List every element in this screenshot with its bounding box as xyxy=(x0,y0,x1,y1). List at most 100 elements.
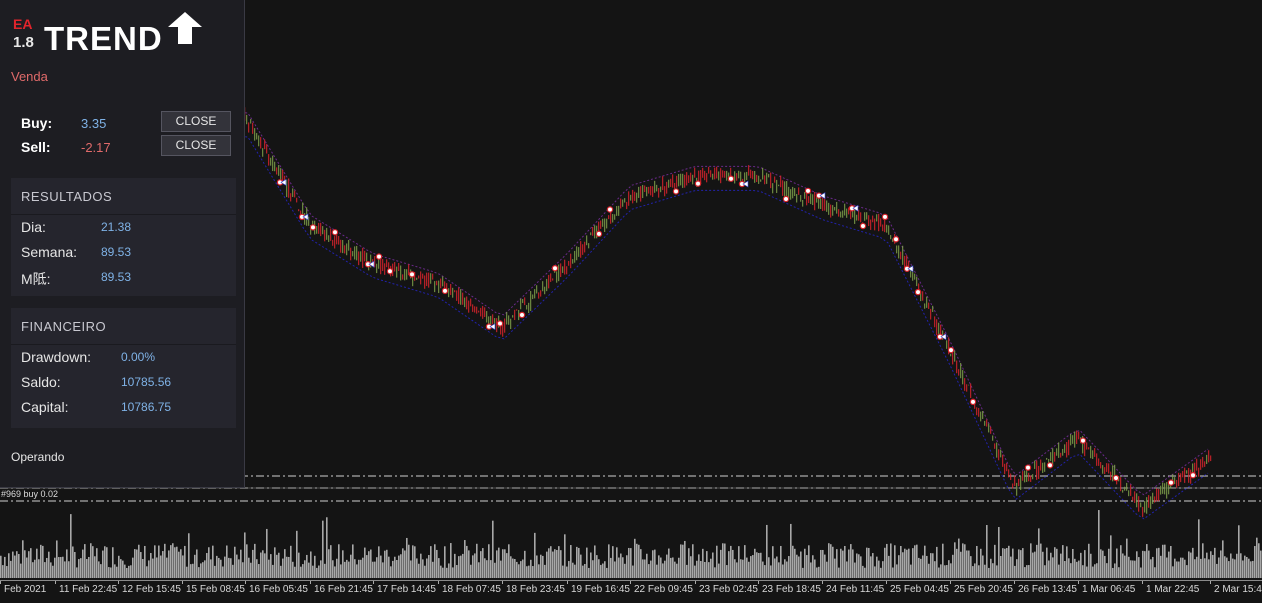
x-tick-label: 16 Feb 05:45 xyxy=(249,584,308,595)
volume-bar xyxy=(576,546,578,578)
volume-bar xyxy=(1006,548,1008,578)
volume-bar xyxy=(798,556,800,578)
volume-bar xyxy=(924,545,926,578)
volume-bar xyxy=(1194,559,1196,578)
volume-bar xyxy=(1208,559,1210,578)
trade-marker xyxy=(1167,479,1175,486)
volume-bar xyxy=(90,543,92,578)
volume-bar xyxy=(828,543,830,578)
volume-bar xyxy=(954,542,956,578)
volume-bar xyxy=(232,564,234,578)
volume-bar xyxy=(404,550,406,578)
volume-bar xyxy=(1230,553,1232,578)
volume-bar xyxy=(1200,558,1202,578)
volume-bar xyxy=(834,558,836,578)
volume-bar xyxy=(98,561,100,578)
x-tick-mark xyxy=(438,581,439,584)
volume-bar xyxy=(402,548,404,578)
volume-bar xyxy=(750,556,752,578)
volume-bar xyxy=(1212,554,1214,578)
volume-bar xyxy=(108,567,110,578)
volume-bar xyxy=(218,557,220,578)
volume-bar xyxy=(1196,556,1198,578)
volume-bar xyxy=(394,556,396,578)
volume-bar xyxy=(1072,548,1074,578)
volume-bar xyxy=(926,555,928,578)
volume-bar xyxy=(80,558,82,578)
volume-bar xyxy=(226,545,228,578)
close-sell-button[interactable]: CLOSE xyxy=(161,135,231,156)
x-tick-mark xyxy=(55,581,56,584)
volume-bar xyxy=(364,547,366,578)
status-text: Operando xyxy=(11,450,65,464)
x-tick-label: 19 Feb 16:45 xyxy=(571,584,630,595)
volume-bar xyxy=(396,560,398,578)
volume-bar xyxy=(440,565,442,578)
volume-bar xyxy=(676,563,678,578)
volume-bar xyxy=(1114,563,1116,578)
volume-bar xyxy=(880,567,882,578)
volume-bar xyxy=(1054,547,1056,578)
volume-bar xyxy=(530,559,532,578)
volume-bar xyxy=(170,545,172,578)
volume-bar xyxy=(6,566,8,578)
volume-bar xyxy=(156,557,158,578)
volume-bar xyxy=(294,566,296,578)
volume-bar xyxy=(636,543,638,578)
volume-bar xyxy=(606,567,608,578)
x-tick-mark xyxy=(502,581,503,584)
volume-bar xyxy=(52,565,54,578)
volume-bar xyxy=(1238,525,1240,578)
volume-bar xyxy=(982,555,984,578)
volume-bar xyxy=(1100,549,1102,578)
volume-bar xyxy=(32,562,34,578)
logo-version: 1.8 xyxy=(13,34,34,51)
volume-bar xyxy=(792,545,794,578)
volume-bar xyxy=(176,546,178,578)
volume-bar xyxy=(586,547,588,578)
volume-bar xyxy=(1142,550,1144,578)
volume-bar xyxy=(1132,560,1134,578)
volume-bar xyxy=(758,552,760,578)
volume-bar xyxy=(720,549,722,578)
volume-bar xyxy=(786,561,788,578)
volume-bar xyxy=(518,564,520,578)
x-tick-label: 2 Mar 15:45 xyxy=(1214,584,1262,595)
volume-bar xyxy=(130,565,132,578)
volume-bar xyxy=(174,547,176,578)
volume-bar xyxy=(914,545,916,578)
volume-bar xyxy=(1112,567,1114,578)
trade-marker xyxy=(518,311,526,319)
volume-bar xyxy=(1104,555,1106,578)
volume-bar xyxy=(552,551,554,578)
volume-bar xyxy=(610,557,612,578)
volume-bar xyxy=(432,561,434,578)
volume-bar xyxy=(818,566,820,578)
x-tick-mark xyxy=(182,581,183,584)
volume-bar xyxy=(898,555,900,578)
volume-bar xyxy=(238,559,240,578)
volume-bar xyxy=(322,520,324,578)
close-buy-button[interactable]: CLOSE xyxy=(161,111,231,132)
volume-bar xyxy=(84,544,86,578)
volume-bar xyxy=(968,550,970,578)
trade-marker xyxy=(727,175,735,182)
volume-bar xyxy=(962,543,964,578)
volume-bar xyxy=(452,567,454,578)
volume-bar xyxy=(106,547,108,578)
volume-bar xyxy=(382,562,384,578)
volume-bar xyxy=(860,556,862,578)
volume-bar xyxy=(632,565,634,578)
volume-bar xyxy=(670,557,672,578)
volume-bar xyxy=(318,565,320,578)
volume-bar xyxy=(608,544,610,578)
volume-bar xyxy=(454,553,456,578)
volume-bar xyxy=(1140,567,1142,578)
x-tick-label: 15 Feb 08:45 xyxy=(186,584,245,595)
volume-bar xyxy=(262,550,264,578)
trade-marker xyxy=(969,398,977,406)
volume-bar xyxy=(890,543,892,578)
volume-bar xyxy=(104,546,106,578)
volume-bar xyxy=(604,561,606,578)
volume-bar xyxy=(756,552,758,578)
